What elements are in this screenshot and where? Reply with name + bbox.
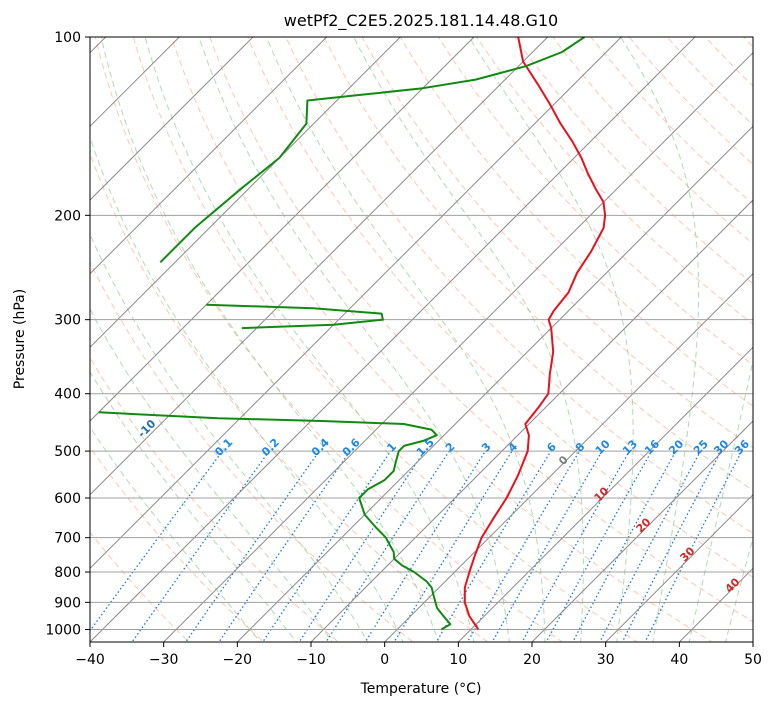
isotherm-line <box>457 346 753 642</box>
x-tick-label: 10 <box>449 652 467 668</box>
moist-adiabat-line <box>266 37 546 642</box>
sounding-series <box>98 37 607 631</box>
isotherm-line <box>163 51 753 642</box>
y-tick-label: 700 <box>54 531 81 547</box>
isotherm-line <box>90 37 622 570</box>
dry-adiabat-line <box>170 37 713 642</box>
isotherms <box>90 37 753 642</box>
dry-adiabat-line <box>437 37 753 366</box>
isotherm-line <box>90 37 254 201</box>
dry-adiabat-line <box>90 446 265 642</box>
isotherm-line <box>310 199 753 642</box>
moist-adiabat-line <box>90 308 333 642</box>
dry-adiabat-line <box>90 356 340 642</box>
dry-adiabat-line <box>247 37 753 578</box>
x-axis-label: Temperature (°C) <box>360 681 482 697</box>
dewpoint-upper-300-line <box>206 303 384 330</box>
y-tick-label: 1000 <box>45 622 81 638</box>
y-axis-label: Pressure (hPa) <box>12 289 28 389</box>
temperature-line <box>463 37 607 630</box>
dry-adiabat-line <box>476 37 753 325</box>
isobars <box>90 37 753 630</box>
plot-frame <box>89 36 754 643</box>
x-tick-label: −10 <box>296 652 326 668</box>
moist-adiabat-line <box>725 536 753 642</box>
y-axis-ticks: 100 200 300 400 500 600 700 800 900 1000 <box>45 30 90 638</box>
y-tick-label: 600 <box>54 491 81 507</box>
x-tick-label: −40 <box>75 652 105 668</box>
x-tick-label: 20 <box>523 652 541 668</box>
isotherm-line <box>531 420 753 642</box>
y-tick-label: 100 <box>54 30 81 46</box>
dry-adiabat-line <box>399 37 753 407</box>
isotherm-line <box>605 493 753 642</box>
moist-adiabat-line <box>353 37 584 642</box>
moist-adiabat-line <box>620 37 700 642</box>
moist-adiabat-line <box>468 37 634 642</box>
dry-adiabats <box>90 37 753 642</box>
dewpoint-line <box>98 411 452 631</box>
y-tick-label: 200 <box>54 208 81 224</box>
y-tick-label: 400 <box>54 387 81 403</box>
isotherm-line <box>90 37 328 275</box>
y-tick-label: 900 <box>54 595 81 611</box>
chart-title: wetPf2_C2E5.2025.181.14.48.G10 <box>284 11 558 31</box>
moist-adiabat-line <box>144 37 475 642</box>
dry-adiabat-line <box>90 531 190 642</box>
x-tick-label: −20 <box>223 652 253 668</box>
x-tick-label: 0 <box>380 652 389 668</box>
dry-adiabat-line <box>94 37 564 642</box>
dry-adiabat-line <box>285 37 753 535</box>
y-tick-label: 500 <box>54 444 81 460</box>
dry-adiabat-line <box>90 260 414 642</box>
x-tick-label: 30 <box>597 652 615 668</box>
isotherm-line <box>90 37 696 642</box>
x-tick-label: −30 <box>149 652 179 668</box>
isotherm-line <box>90 37 549 496</box>
x-tick-label: 50 <box>744 652 762 668</box>
x-axis-ticks: −40 −30 −20 −10 0 10 20 30 40 50 <box>75 642 762 668</box>
dewpoint-upper-line <box>159 37 586 264</box>
x-tick-label: 40 <box>670 652 688 668</box>
isotherm-line <box>90 37 401 349</box>
dry-adiabat-line <box>209 37 753 623</box>
moist-adiabat-line <box>100 37 440 642</box>
plot-area: 0.10.20.40.611.52346810131620253036-100-… <box>90 37 753 642</box>
y-tick-label: 300 <box>54 313 81 329</box>
isotherm-line <box>384 272 753 642</box>
dry-adiabat-line <box>132 37 638 642</box>
isotherm-line <box>90 37 475 422</box>
isotherm-line <box>236 125 753 642</box>
y-tick-label: 800 <box>54 565 81 581</box>
